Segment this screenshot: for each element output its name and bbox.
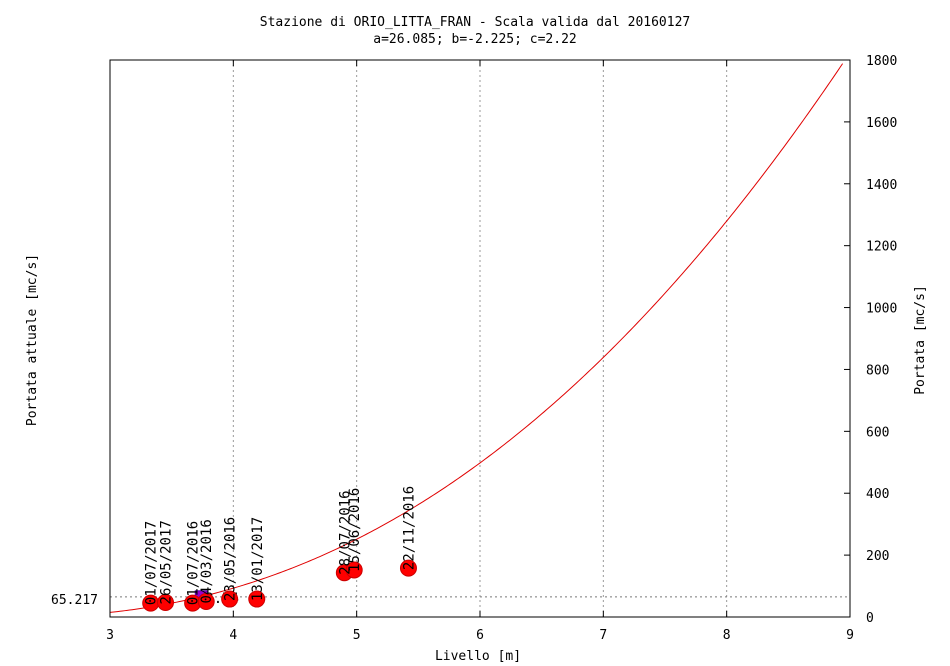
x-axis-ticks: 3 4 5 6 7 8 9 bbox=[106, 60, 854, 643]
x-tick-label: 7 bbox=[599, 628, 607, 643]
measurement-date-label: 01/07/2016 bbox=[186, 521, 202, 605]
y-axis-label-left: Portata attuale [mc/s] bbox=[25, 254, 40, 426]
current-flow-label: 65.217 bbox=[51, 593, 98, 608]
measurement-points-layer bbox=[142, 559, 417, 612]
y-tick-label: 1600 bbox=[866, 116, 897, 131]
y-tick-label: 400 bbox=[866, 487, 889, 502]
measurement-date-label: 22/11/2016 bbox=[401, 486, 417, 570]
x-tick-label: 4 bbox=[229, 628, 237, 643]
measurement-date-label: 13/01/2017 bbox=[250, 517, 266, 601]
measurement-date-label: 04/03/2016 bbox=[199, 519, 215, 603]
x-tick-label: 9 bbox=[846, 628, 854, 643]
current-reading-layer: 3.74 bbox=[110, 590, 850, 607]
y-tick-label: 1200 bbox=[866, 240, 897, 255]
y-tick-label: 1800 bbox=[866, 54, 897, 69]
plot-frame bbox=[109, 59, 851, 618]
measurement-point bbox=[221, 590, 239, 608]
x-tick-label: 6 bbox=[476, 628, 484, 643]
measurement-point bbox=[197, 593, 215, 611]
y-tick-label: 200 bbox=[866, 549, 889, 564]
chart-title: Stazione di ORIO_LITTA_FRAN - Scala vali… bbox=[260, 15, 690, 30]
measurement-point bbox=[399, 559, 417, 577]
grid-lines bbox=[232, 60, 728, 617]
x-tick-label: 5 bbox=[353, 628, 361, 643]
measurement-date-label: 01/07/2017 bbox=[144, 521, 160, 605]
measurement-date-label: 28/07/2016 bbox=[337, 490, 353, 574]
x-tick-label: 8 bbox=[723, 628, 731, 643]
x-tick-label: 3 bbox=[106, 628, 114, 643]
measurement-point bbox=[248, 590, 266, 608]
rating-curve-layer bbox=[109, 63, 844, 613]
measurement-point bbox=[157, 593, 174, 611]
y-tick-label: 1400 bbox=[866, 178, 897, 193]
y-tick-label: 1000 bbox=[866, 302, 897, 317]
y-tick-label: 800 bbox=[866, 363, 889, 378]
measurement-date-label: 23/05/2016 bbox=[223, 517, 239, 601]
rating-curve-line bbox=[109, 63, 844, 613]
x-axis-label: Livello [m] bbox=[435, 649, 521, 664]
measurement-date-label: 15/06/2016 bbox=[347, 488, 363, 572]
y-tick-label: 600 bbox=[866, 425, 889, 440]
measurement-date-label: 26/05/2017 bbox=[159, 520, 175, 604]
y-axis-ticks: 0 200 400 600 800 1000 1200 1400 1600 1800 bbox=[844, 54, 897, 626]
chart-subtitle: a=26.085; b=-2.225; c=2.22 bbox=[373, 32, 577, 47]
measurement-point bbox=[345, 561, 363, 579]
y-axis-label-right: Portata [mc/s] bbox=[913, 285, 928, 395]
y-tick-label: 0 bbox=[866, 611, 874, 626]
